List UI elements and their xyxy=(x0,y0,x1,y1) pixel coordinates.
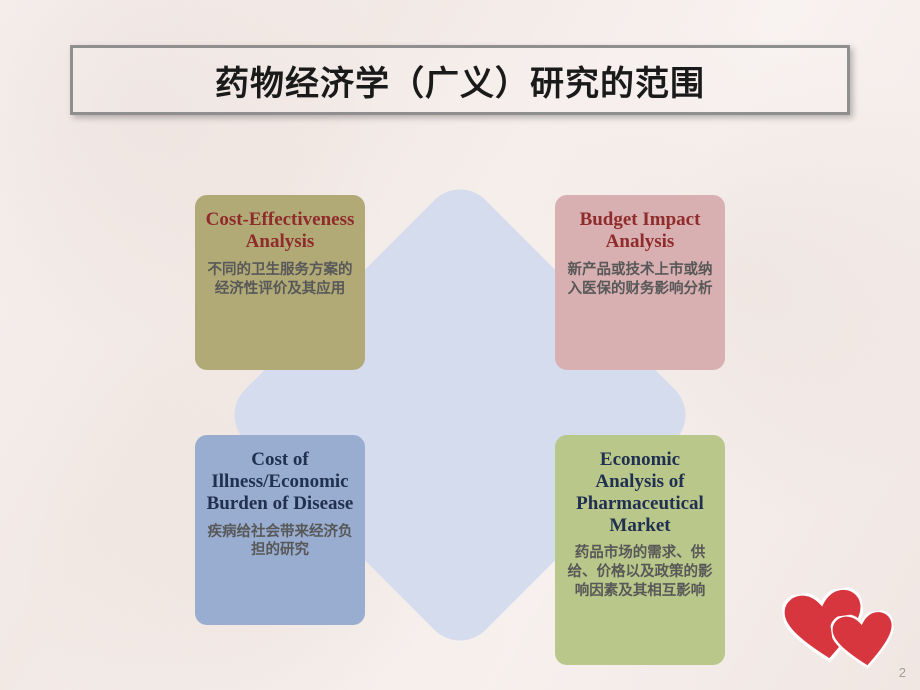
page-title: 药物经济学（广义）研究的范围 xyxy=(215,56,705,105)
quadrant-desc: 药品市场的需求、供给、价格以及政策的影响因素及其相互影响 xyxy=(565,544,715,601)
quadrant-title: Cost of Illness/Economic Burden of Disea… xyxy=(205,449,355,515)
quadrant-title: Economic Analysis of Pharmaceutical Mark… xyxy=(565,449,715,536)
quadrant-budget-impact: Budget Impact Analysis 新产品或技术上市或纳入医保的财务影… xyxy=(555,195,725,370)
heart-decoration xyxy=(785,583,905,678)
quadrant-cost-effectiveness: Cost-Effectiveness Analysis 不同的卫生服务方案的经济… xyxy=(195,195,365,370)
quadrant-desc: 疾病给社会带来经济负担的研究 xyxy=(205,523,355,561)
heart-icon xyxy=(829,609,898,673)
quadrant-cost-of-illness: Cost of Illness/Economic Burden of Disea… xyxy=(195,435,365,625)
quadrant-desc: 新产品或技术上市或纳入医保的财务影响分析 xyxy=(565,261,715,299)
quadrant-market-analysis: Economic Analysis of Pharmaceutical Mark… xyxy=(555,435,725,665)
quadrant-title: Budget Impact Analysis xyxy=(565,209,715,253)
title-container: 药物经济学（广义）研究的范围 xyxy=(70,45,850,115)
quadrant-title: Cost-Effectiveness Analysis xyxy=(205,209,355,253)
page-number: 2 xyxy=(899,665,906,680)
quadrant-desc: 不同的卫生服务方案的经济性评价及其应用 xyxy=(205,261,355,299)
